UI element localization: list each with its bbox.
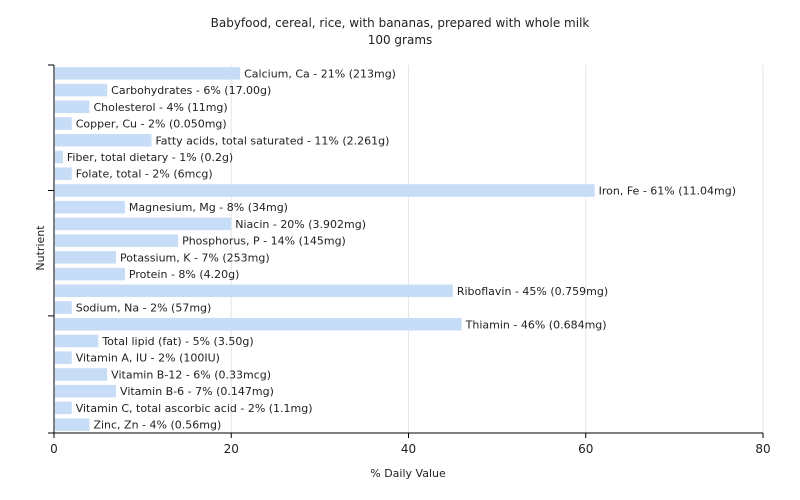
bar-label: Vitamin B-6 - 7% (0.147mg) [120, 385, 274, 398]
bar-label: Carbohydrates - 6% (17.00g) [111, 84, 271, 97]
grid-lines [230, 65, 764, 433]
x-tick-label: 0 [50, 442, 58, 456]
chart-subtitle: 100 grams [368, 33, 433, 47]
bar-label: Zinc, Zn - 4% (0.56mg) [93, 419, 221, 432]
bar-label: Fiber, total dietary - 1% (0.2g) [67, 151, 233, 164]
bar [55, 401, 72, 415]
axes-group: 0 20 40 60 80 [48, 64, 771, 456]
bar [55, 150, 63, 164]
bar-label: Cholesterol - 4% (11mg) [93, 101, 227, 114]
bar-label: Phosphorus, P - 14% (145mg) [182, 235, 346, 248]
bar [55, 418, 90, 431]
bar [55, 67, 241, 80]
bar-label: Vitamin B-12 - 6% (0.33mcg) [111, 368, 271, 381]
bar-label: Riboflavin - 45% (0.759mg) [457, 285, 608, 298]
bar-label: Copper, Cu - 2% (0.050mg) [76, 118, 227, 131]
x-tick-label: 60 [578, 442, 593, 456]
y-axis-label: Nutrient [34, 225, 47, 271]
bar-label: Thiamin - 46% (0.684mg) [465, 318, 607, 331]
bar [55, 368, 108, 381]
bar [55, 384, 117, 398]
bar-label: Niacin - 20% (3.902mg) [235, 218, 366, 231]
x-tick-label: 80 [755, 442, 770, 456]
bar-label: Fatty acids, total saturated - 11% (2.26… [155, 134, 389, 147]
bar-label: Protein - 8% (4.20g) [129, 268, 240, 281]
x-tick-label: 20 [224, 442, 239, 456]
bar [55, 284, 453, 298]
bar [55, 301, 72, 314]
x-tick-label: 40 [401, 442, 416, 456]
bar-label: Calcium, Ca - 21% (213mg) [244, 67, 396, 80]
bar [55, 217, 232, 231]
bar [55, 167, 72, 180]
bar [55, 83, 108, 97]
bar [55, 251, 117, 264]
bar [55, 184, 595, 197]
chart-title: Babyfood, cereal, rice, with bananas, pr… [211, 16, 590, 30]
bar-label: Vitamin C, total ascorbic acid - 2% (1.1… [76, 402, 313, 415]
bar [55, 318, 462, 331]
bar-label: Sodium, Na - 2% (57mg) [76, 302, 212, 315]
x-axis-label: % Daily Value [370, 467, 446, 480]
bar [55, 117, 72, 130]
bar-label: Potassium, K - 7% (253mg) [120, 251, 270, 264]
bar [55, 200, 125, 214]
bar-label: Total lipid (fat) - 5% (3.50g) [101, 335, 253, 348]
bar [55, 234, 179, 247]
bar-label: Vitamin A, IU - 2% (100IU) [76, 352, 220, 365]
bar-label: Folate, total - 2% (6mcg) [76, 168, 213, 181]
bar [55, 134, 152, 147]
bars-group: Calcium, Ca - 21% (213mg) Carbohydrates -… [55, 67, 736, 432]
bar [55, 100, 90, 114]
bar-label: Iron, Fe - 61% (11.04mg) [599, 184, 736, 197]
bar-label: Magnesium, Mg - 8% (34mg) [129, 201, 288, 214]
bar [55, 267, 125, 281]
bar [55, 351, 72, 364]
bar [55, 334, 99, 348]
